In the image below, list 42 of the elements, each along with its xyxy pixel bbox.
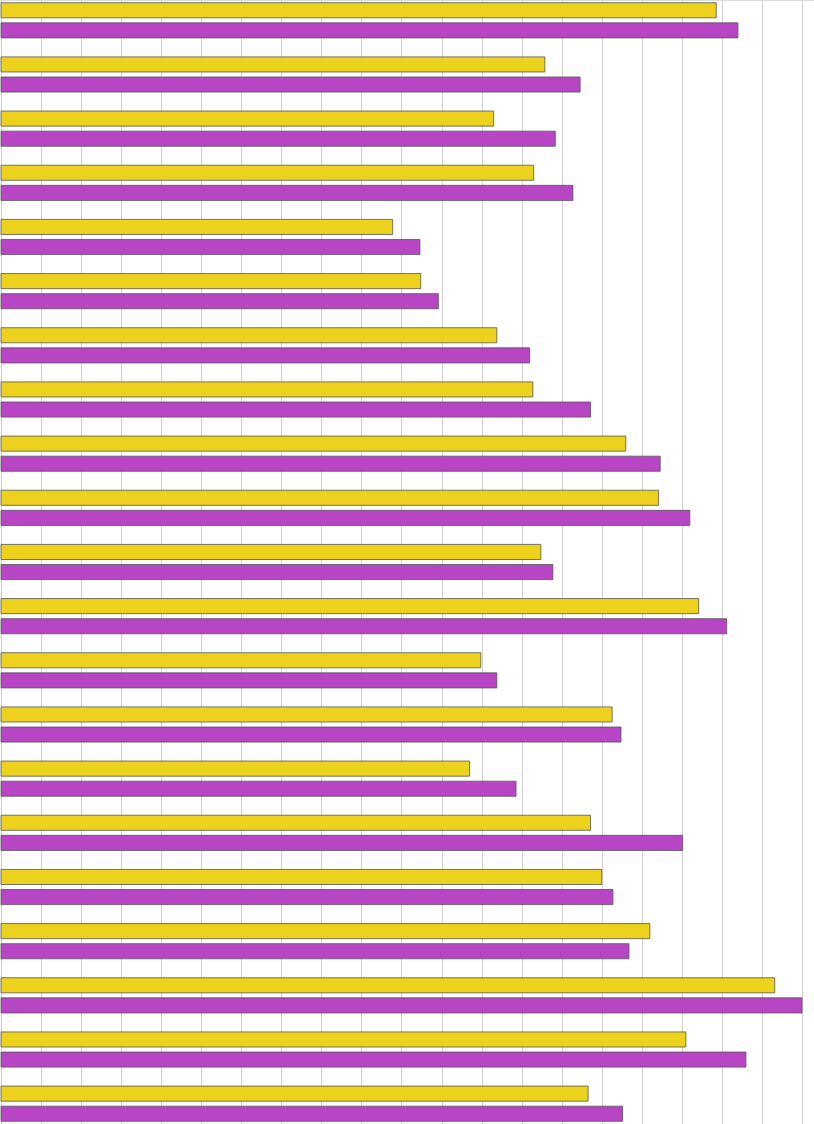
bar	[0, 1085, 589, 1102]
bar	[0, 22, 739, 39]
bar	[0, 977, 776, 994]
bar	[0, 618, 728, 635]
bar	[0, 184, 574, 201]
bar	[0, 760, 470, 777]
bar	[0, 435, 627, 452]
bar	[0, 652, 482, 669]
bar	[0, 598, 700, 615]
bar	[0, 706, 613, 723]
bar	[0, 381, 534, 398]
bar	[0, 110, 495, 127]
bar	[0, 943, 630, 960]
bar	[0, 1105, 623, 1122]
bar	[0, 401, 591, 418]
bar	[0, 489, 660, 506]
bar	[0, 455, 661, 472]
bar	[0, 1031, 687, 1048]
bar	[0, 564, 554, 580]
bar	[0, 327, 498, 344]
bar	[0, 672, 498, 689]
bar	[0, 509, 691, 526]
bar	[0, 1051, 747, 1068]
bar	[0, 780, 517, 797]
bar	[0, 2, 717, 19]
bar	[0, 923, 651, 940]
bar	[0, 814, 591, 831]
bar	[0, 218, 394, 235]
bar	[0, 130, 556, 147]
bar	[0, 889, 614, 906]
bar	[0, 56, 546, 73]
bar	[0, 164, 535, 181]
bar	[0, 544, 542, 560]
bar	[0, 726, 622, 743]
bar	[0, 869, 603, 885]
bar	[0, 997, 803, 1014]
bar	[0, 347, 531, 364]
bar	[0, 293, 439, 310]
bar	[0, 76, 581, 93]
bar	[0, 239, 421, 255]
bar	[0, 834, 684, 851]
bar	[0, 273, 422, 290]
